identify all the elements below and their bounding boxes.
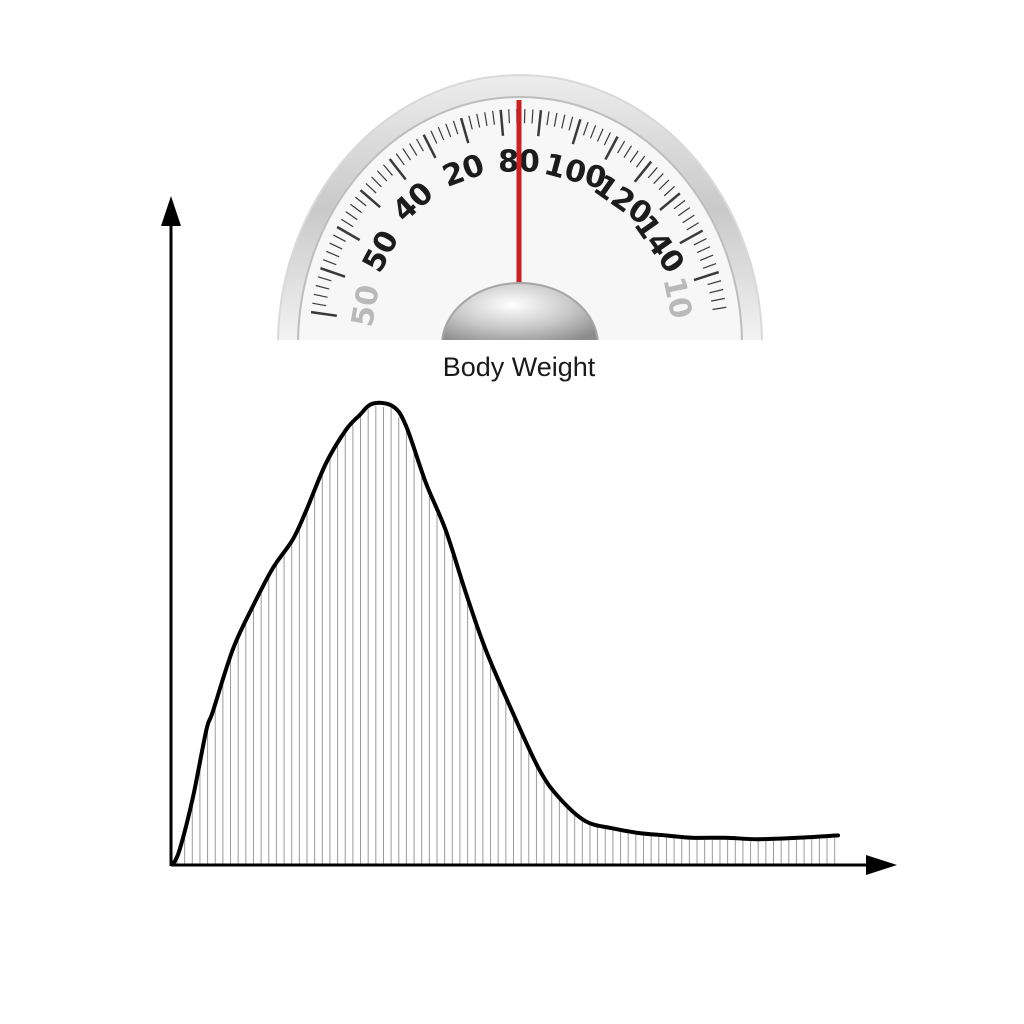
scale-tick bbox=[635, 155, 646, 168]
scale-tick bbox=[365, 183, 377, 194]
scale-tick bbox=[371, 176, 382, 188]
scale-hub bbox=[441, 282, 599, 340]
scale-tick bbox=[658, 179, 670, 191]
scale-ticks bbox=[310, 109, 727, 318]
scale-tick bbox=[322, 259, 337, 266]
scale-tick bbox=[603, 132, 611, 146]
y-axis-arrow bbox=[161, 196, 181, 226]
scale-tick bbox=[589, 125, 597, 139]
scale-tick bbox=[663, 186, 675, 197]
scale-tick bbox=[508, 109, 511, 124]
x-axis-arrow bbox=[866, 855, 897, 875]
scale-tick bbox=[647, 167, 658, 179]
scale-tick bbox=[531, 109, 534, 124]
scale-tick bbox=[376, 170, 388, 182]
scale-tick bbox=[596, 128, 604, 142]
scale-tick bbox=[623, 145, 633, 158]
scale-tick bbox=[699, 254, 714, 261]
scale-tick bbox=[422, 134, 437, 159]
scale-label-faded: 50 bbox=[345, 282, 387, 329]
scale-tick bbox=[310, 310, 337, 318]
scale-tick bbox=[693, 238, 707, 246]
scale-tick bbox=[350, 203, 363, 214]
scale-tick bbox=[340, 218, 354, 228]
scale-tick bbox=[673, 199, 686, 210]
distribution-curve bbox=[171, 400, 840, 866]
scale-tick bbox=[326, 250, 340, 258]
scale-tick bbox=[395, 153, 405, 166]
scale-tick bbox=[707, 280, 722, 286]
scale-tick bbox=[468, 115, 473, 130]
scale-tick bbox=[345, 211, 358, 221]
scale-tick bbox=[430, 130, 438, 144]
scale-tick bbox=[409, 143, 418, 156]
scale-tick bbox=[629, 150, 639, 163]
scale-tick bbox=[653, 173, 664, 185]
scale-tick bbox=[709, 288, 724, 294]
scale-tick bbox=[702, 262, 717, 269]
curve-hatch-fill bbox=[176, 406, 836, 864]
scale-tick bbox=[354, 196, 367, 207]
scale-tick bbox=[437, 126, 445, 141]
scale-tick bbox=[712, 306, 727, 311]
scale-tick bbox=[679, 229, 704, 245]
scale-tick bbox=[332, 234, 346, 242]
scale-tick bbox=[320, 266, 346, 278]
scale-tick bbox=[336, 225, 361, 242]
scale-tick bbox=[682, 214, 695, 224]
scale-tick bbox=[359, 189, 381, 209]
scale-tick bbox=[402, 148, 412, 161]
scale-tick bbox=[604, 136, 619, 161]
scale-tick bbox=[693, 270, 720, 282]
scale-label-faded: 10 bbox=[656, 274, 699, 322]
scale-tick bbox=[568, 116, 574, 131]
scale-tick bbox=[546, 111, 550, 126]
scale-tick bbox=[696, 246, 711, 254]
scale-tick bbox=[388, 158, 407, 181]
scale-tick bbox=[582, 121, 589, 136]
scale-tick bbox=[382, 164, 393, 176]
scale-tick bbox=[317, 276, 332, 282]
scale-tick bbox=[312, 302, 327, 307]
scale-tick bbox=[329, 242, 343, 250]
scale-tick bbox=[445, 123, 452, 138]
scale-tick bbox=[315, 284, 330, 290]
scale-tick bbox=[313, 293, 328, 298]
chart-title: Body Weight bbox=[443, 352, 596, 382]
scale-tick bbox=[553, 112, 558, 127]
scale-tick bbox=[617, 140, 626, 154]
scale-tick bbox=[711, 297, 725, 302]
scale-tick bbox=[633, 160, 653, 183]
scale-tick bbox=[678, 207, 691, 217]
scale-tick bbox=[571, 118, 582, 145]
scale-tick bbox=[561, 114, 566, 129]
scale-tick bbox=[536, 110, 543, 137]
scale-tick bbox=[476, 113, 481, 128]
scale-tick bbox=[499, 109, 505, 136]
scale-tick bbox=[452, 120, 459, 135]
scale-tick bbox=[459, 117, 470, 144]
scale-tick bbox=[492, 110, 496, 125]
scale-tick bbox=[416, 138, 424, 152]
scale-tick bbox=[686, 222, 699, 231]
scale-dial: 504020801001201405010 bbox=[277, 74, 763, 340]
scale-tick bbox=[659, 192, 681, 211]
scale-tick bbox=[484, 112, 488, 127]
